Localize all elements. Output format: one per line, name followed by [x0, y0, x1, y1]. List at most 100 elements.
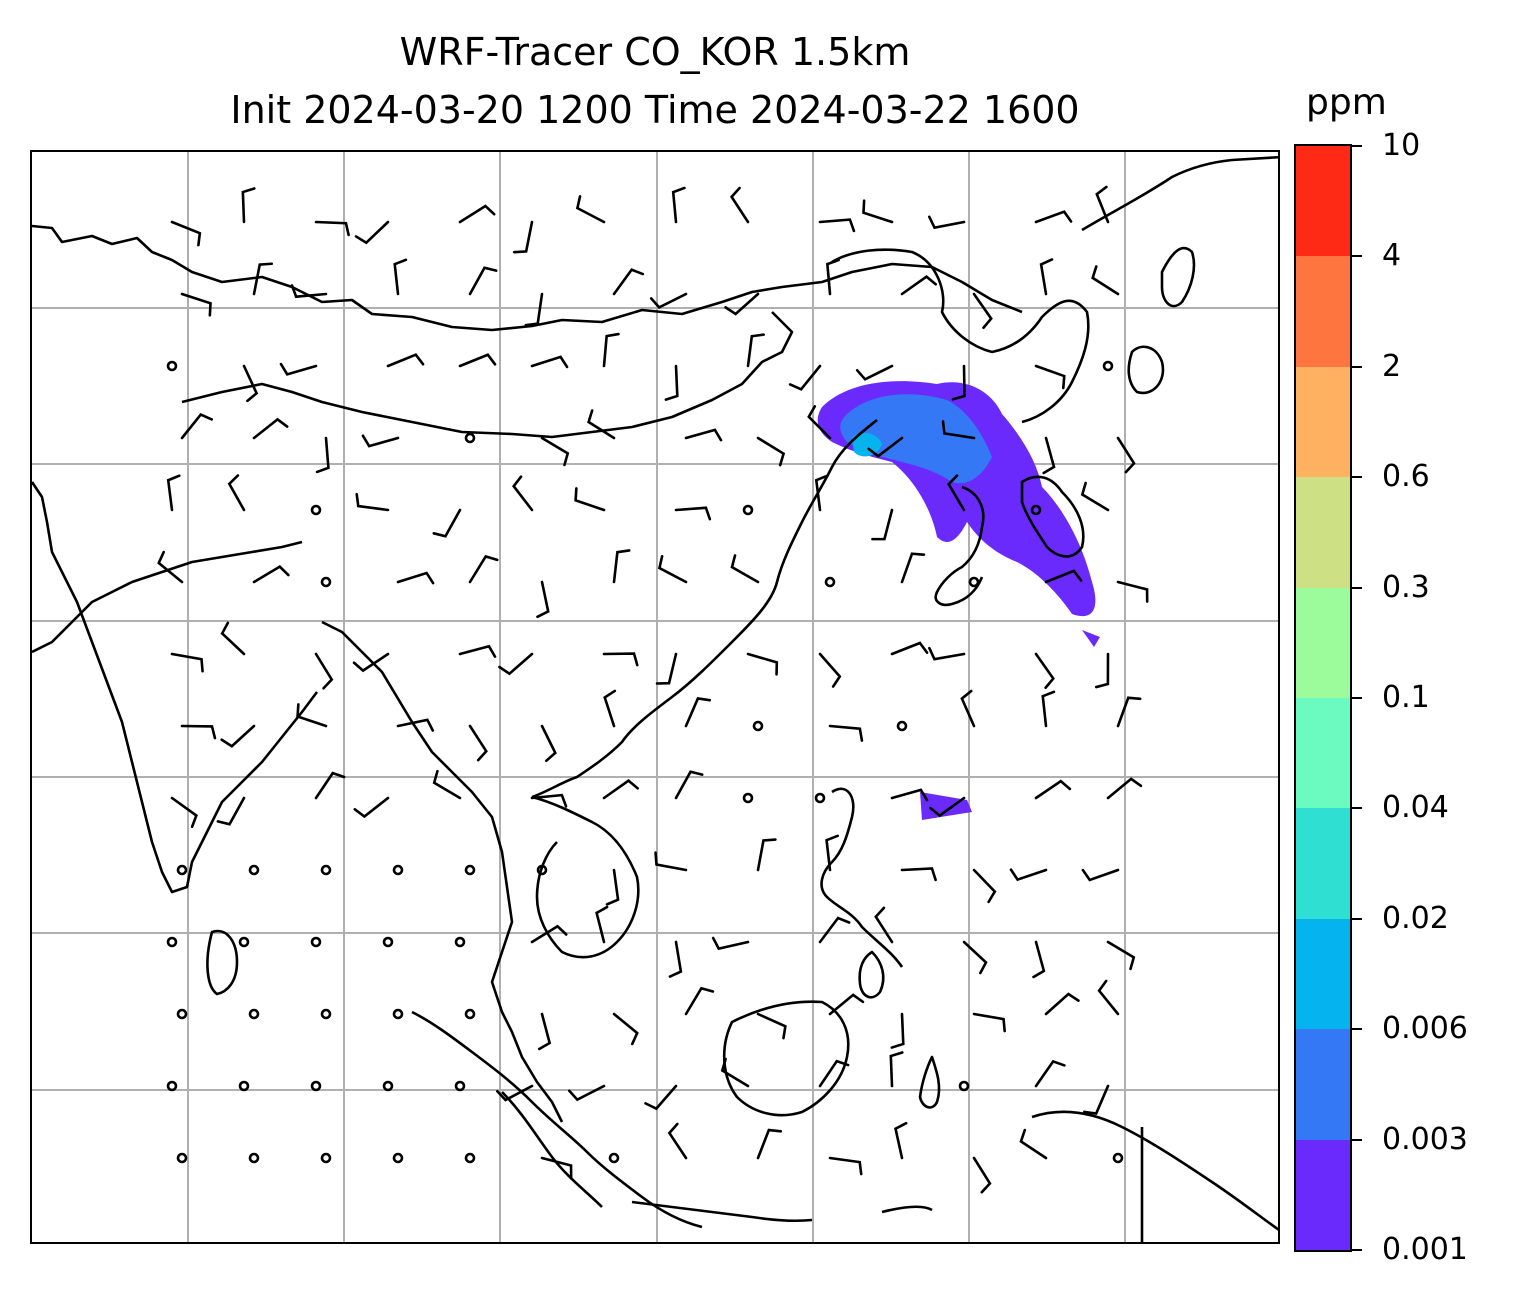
wind-barb	[279, 362, 318, 376]
wind-barb	[862, 199, 894, 224]
wind-barb	[818, 916, 851, 944]
colorbar-tick-label: 0.6	[1382, 459, 1430, 495]
wind-barb	[828, 1156, 863, 1176]
wind-barb	[1116, 580, 1149, 603]
wind-barb	[818, 218, 856, 233]
wind-barb	[664, 364, 679, 401]
wind-barbs	[157, 185, 1149, 1194]
plume-fragment	[920, 792, 972, 820]
wind-barb	[252, 417, 289, 440]
wind-barb	[1095, 185, 1110, 224]
wind-barb	[1032, 940, 1046, 979]
wind-barb	[496, 1084, 534, 1102]
calm-wind-marker	[1112, 1152, 1124, 1164]
wind-barb	[1044, 569, 1083, 584]
wind-barb	[1041, 690, 1056, 728]
colorbar-tick	[1352, 697, 1362, 699]
wind-barb	[668, 940, 683, 978]
calm-wind-marker	[310, 936, 322, 948]
wind-barb	[746, 333, 766, 368]
wind-barb	[828, 724, 864, 742]
wind-barb	[241, 187, 256, 224]
wind-barb	[684, 697, 712, 728]
wind-barb	[220, 621, 246, 656]
wind-barb	[540, 436, 570, 467]
wind-barb	[540, 724, 557, 763]
wind-barb	[602, 779, 640, 800]
wind-barb	[874, 906, 894, 944]
calm-wind-marker	[814, 792, 826, 804]
plume-fragment	[1082, 630, 1100, 647]
wind-barb	[530, 355, 569, 369]
wind-barb	[296, 703, 328, 728]
map-canvas	[32, 152, 1278, 1242]
calm-wind-marker	[248, 864, 260, 876]
wind-barb	[314, 220, 350, 237]
wind-barb	[1034, 779, 1072, 800]
plot-title-line-1: WRF-Tracer CO_KOR 1.5km	[399, 30, 911, 74]
wind-barb	[1083, 1084, 1110, 1116]
wind-barb	[972, 868, 997, 904]
colorbar-segment	[1296, 476, 1350, 588]
calm-wind-marker	[464, 432, 476, 444]
wind-barb	[540, 1156, 573, 1179]
colorbar-segment	[1296, 1028, 1350, 1140]
wind-barb	[825, 834, 840, 872]
calm-wind-marker	[454, 1080, 466, 1092]
wind-barb	[1042, 436, 1056, 475]
calm-wind-marker	[392, 864, 404, 876]
wind-barb	[894, 1121, 908, 1160]
wind-barb	[1091, 265, 1120, 296]
calm-wind-marker	[392, 1008, 404, 1020]
colorbar-segment	[1296, 697, 1350, 809]
calm-wind-marker	[752, 720, 764, 732]
wind-barb	[252, 262, 274, 296]
calm-wind-marker	[382, 1080, 394, 1092]
wind-barb	[1106, 777, 1143, 800]
wind-barb	[393, 258, 408, 296]
wind-barb	[386, 353, 425, 368]
calm-wind-marker	[176, 1152, 188, 1164]
wind-barb	[220, 724, 256, 748]
calm-wind-marker	[238, 1080, 250, 1092]
calm-wind-marker	[536, 864, 548, 876]
colorbar-tick	[1352, 145, 1362, 147]
calm-wind-marker	[454, 936, 466, 948]
wind-barb	[180, 412, 214, 440]
wind-barb	[315, 436, 330, 474]
wind-barb	[724, 292, 760, 316]
wind-barb	[468, 724, 488, 762]
wind-barb	[574, 487, 606, 512]
wind-barb	[667, 1122, 688, 1160]
wind-barb	[166, 474, 181, 512]
colorbar-tick	[1352, 1138, 1362, 1141]
colorbar-segment	[1296, 918, 1350, 1030]
wind-barb	[242, 364, 259, 403]
wind-barb	[644, 1084, 678, 1111]
wind-barb	[1044, 992, 1080, 1016]
wind-barb	[216, 796, 246, 826]
colorbar-segment	[1296, 807, 1350, 919]
wind-barb	[671, 186, 686, 224]
colorbar-tick	[1352, 917, 1362, 920]
wind-barb	[602, 332, 620, 368]
wind-barb	[252, 565, 290, 584]
wind-barb	[354, 220, 390, 245]
wind-barb	[1080, 481, 1110, 512]
colorbar-tick-label: 0.3	[1382, 569, 1430, 605]
wind-barb	[290, 284, 328, 299]
wind-barb	[972, 1012, 1006, 1033]
wind-barb	[962, 940, 988, 975]
calm-wind-marker	[310, 1080, 322, 1092]
colorbar-tick-label: 4	[1382, 238, 1402, 274]
calm-wind-marker	[320, 1008, 332, 1020]
wind-barb	[530, 924, 568, 944]
calm-wind-marker	[310, 504, 322, 516]
colorbar-tick	[1352, 476, 1362, 479]
wind-barb	[530, 793, 568, 808]
wind-barb	[605, 868, 620, 906]
colorbar-tick	[1352, 1028, 1362, 1031]
calm-wind-marker	[742, 792, 754, 804]
wind-barb	[498, 652, 534, 676]
wind-barb	[1094, 652, 1110, 689]
